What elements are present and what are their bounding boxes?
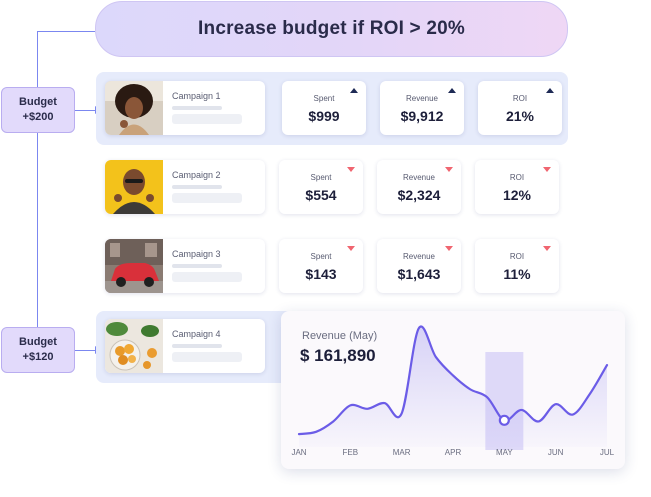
connector-line [74, 350, 98, 351]
connector-line [37, 31, 38, 333]
metric-card-roi[interactable]: ROI 12% [475, 160, 559, 214]
x-tick-label: MAR [393, 448, 411, 457]
x-tick-label: MAY [496, 448, 513, 457]
placeholder-bar [172, 264, 222, 268]
campaign-3-photo [105, 239, 163, 293]
metric-value: 12% [502, 187, 532, 203]
metric-card-spent[interactable]: Spent $143 [279, 239, 363, 293]
placeholder-bar [172, 106, 222, 110]
metric-card-roi[interactable]: ROI 21% [478, 81, 562, 135]
metric-value: 11% [503, 266, 531, 282]
x-tick-label: JUL [600, 448, 615, 457]
triangle-up-icon [350, 88, 358, 93]
chart-title: Revenue (May) [302, 330, 378, 342]
metric-value: $1,643 [397, 266, 441, 282]
campaign-name: Campaign 2 [172, 170, 221, 180]
metric-label: Spent [310, 252, 332, 261]
metric-card-revenue[interactable]: Revenue $1,643 [377, 239, 461, 293]
metric-value: $143 [305, 266, 337, 282]
metric-card-roi[interactable]: ROI 11% [475, 239, 559, 293]
metric-card-revenue[interactable]: Revenue $9,912 [380, 81, 464, 135]
chart-headline-value: $ 161,890 [300, 346, 376, 365]
revenue-chart-card: Revenue (May) $ 161,890 JAN FEB MAR APR MAY J… [281, 311, 625, 469]
budget-tag-amount: +$120 [22, 351, 54, 363]
campaign-name: Campaign 4 [172, 329, 221, 339]
budget-tag-campaign-4: Budget +$120 [1, 327, 75, 373]
budget-tag-campaign-1: Budget +$200 [1, 87, 75, 133]
triangle-down-icon [543, 246, 551, 251]
metric-value: $9,912 [400, 108, 444, 124]
budget-tag-label: Budget [19, 336, 57, 348]
budget-tag-label: Budget [19, 96, 57, 108]
x-tick-label: JUN [548, 448, 564, 457]
metric-value: 21% [505, 108, 535, 124]
placeholder-bar [172, 344, 222, 348]
metric-card-revenue[interactable]: Revenue $2,324 [377, 160, 461, 214]
metric-label: ROI [509, 173, 525, 182]
campaign-card[interactable]: Campaign 2 [105, 160, 265, 214]
placeholder-bar [172, 114, 242, 124]
placeholder-bar [172, 272, 242, 282]
metric-label: ROI [512, 94, 528, 103]
revenue-line-chart: JAN FEB MAR APR MAY JUN JUL [291, 325, 615, 457]
metric-label: Revenue [405, 94, 439, 103]
placeholder-bar [172, 185, 222, 189]
campaign-card[interactable]: Campaign 1 [105, 81, 265, 135]
triangle-up-icon [448, 88, 456, 93]
rule-condition: Increase budget if ROI > 20% [95, 1, 568, 57]
metric-value: $999 [308, 108, 340, 124]
revenue-line [297, 325, 609, 436]
rule-condition-text: Increase budget if ROI > 20% [198, 18, 465, 39]
campaign-2-photo [105, 160, 163, 214]
x-tick-label: JAN [291, 448, 306, 457]
metric-label: Spent [310, 173, 332, 182]
metric-card-spent[interactable]: Spent $554 [279, 160, 363, 214]
campaign-card[interactable]: Campaign 3 [105, 239, 265, 293]
campaign-1-photo [105, 81, 163, 135]
placeholder-bar [172, 352, 242, 362]
metric-label: Revenue [402, 173, 436, 182]
triangle-up-icon [546, 88, 554, 93]
metric-label: Spent [313, 94, 335, 103]
metric-value: $554 [305, 187, 337, 203]
placeholder-bar [172, 193, 242, 203]
campaign-name: Campaign 1 [172, 91, 221, 101]
revenue-area [299, 326, 607, 447]
connector-line [37, 31, 95, 32]
highlight-point[interactable] [498, 414, 510, 426]
metric-value: $2,324 [397, 187, 441, 203]
connector-line [74, 110, 98, 111]
campaign-name: Campaign 3 [172, 249, 221, 259]
triangle-down-icon [347, 246, 355, 251]
campaign-4-photo [105, 319, 163, 373]
campaign-card[interactable]: Campaign 4 [105, 319, 265, 373]
budget-tag-amount: +$200 [22, 111, 54, 123]
x-tick-label: APR [445, 448, 462, 457]
triangle-down-icon [347, 167, 355, 172]
metric-card-spent[interactable]: Spent $999 [282, 81, 366, 135]
triangle-down-icon [445, 246, 453, 251]
triangle-down-icon [445, 167, 453, 172]
triangle-down-icon [543, 167, 551, 172]
metric-label: Revenue [402, 252, 436, 261]
metric-label: ROI [509, 252, 525, 261]
x-tick-label: FEB [343, 448, 359, 457]
